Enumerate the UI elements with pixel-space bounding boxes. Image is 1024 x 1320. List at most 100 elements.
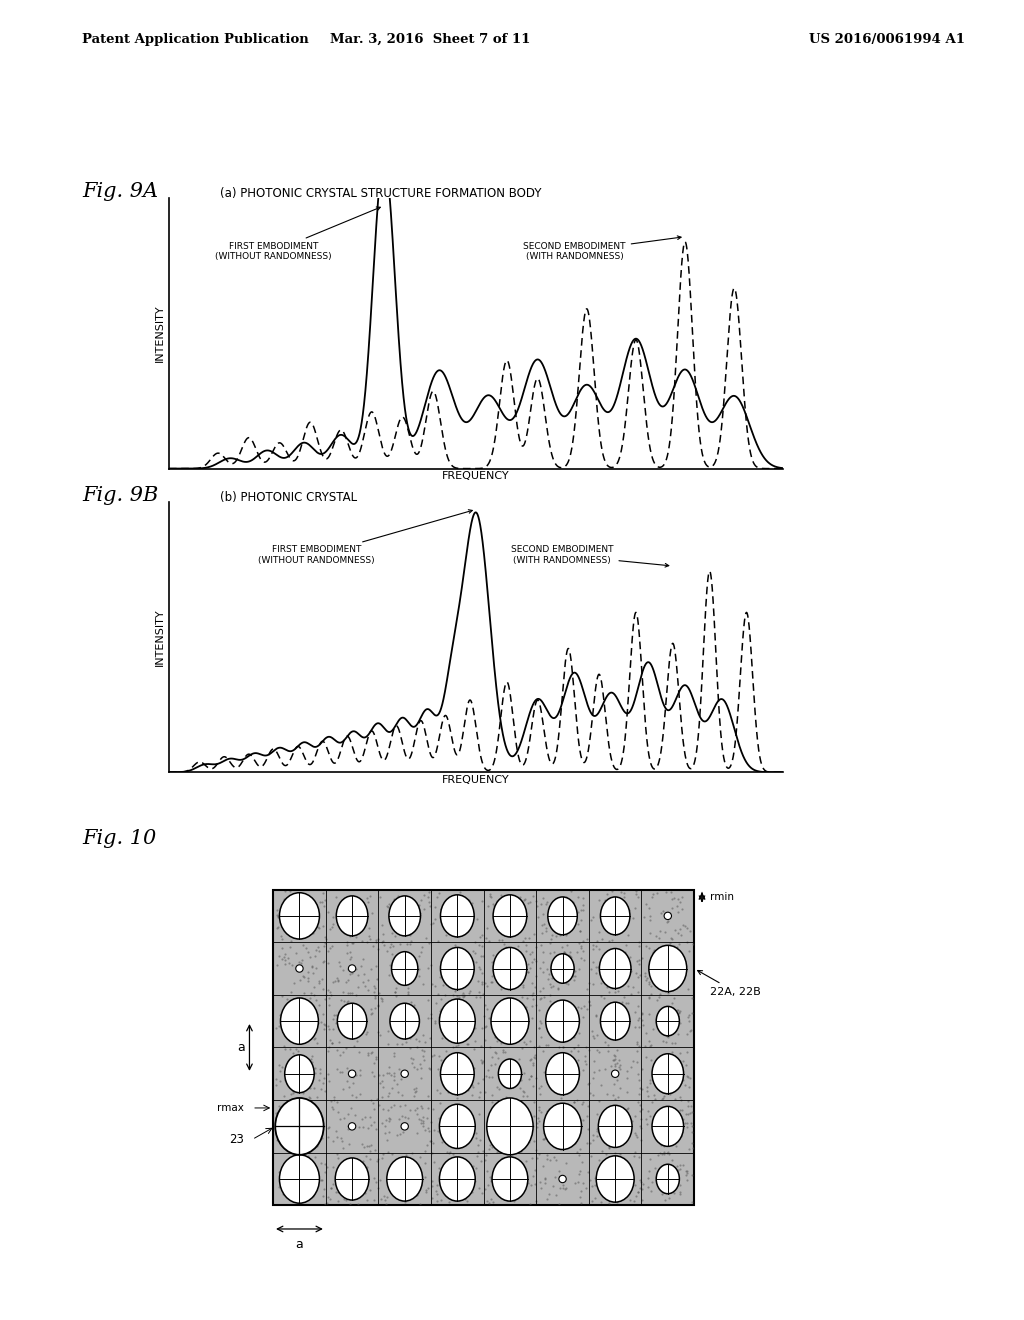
Point (386, 1065, 402, 1086)
Point (527, 1173, 544, 1195)
Point (474, 1051, 490, 1072)
Point (456, 1126, 472, 1147)
Point (527, 890, 544, 911)
Point (455, 957, 471, 978)
Point (451, 1158, 467, 1179)
Point (605, 1049, 622, 1071)
Point (312, 1059, 329, 1080)
Point (532, 1027, 549, 1048)
Point (319, 1041, 336, 1063)
Point (490, 954, 507, 975)
Point (478, 998, 495, 1019)
Point (434, 1027, 451, 1048)
Point (338, 1016, 354, 1038)
Point (643, 949, 659, 970)
Point (683, 1133, 699, 1154)
Point (458, 1123, 474, 1144)
Point (433, 899, 450, 920)
Point (456, 923, 472, 944)
Point (618, 1068, 635, 1089)
Point (409, 915, 425, 936)
Point (316, 1080, 333, 1101)
Point (297, 1073, 313, 1094)
Point (515, 977, 531, 998)
Point (528, 1191, 545, 1212)
Point (334, 1176, 350, 1197)
Point (524, 989, 541, 1010)
Point (509, 919, 525, 940)
Point (578, 1036, 594, 1057)
Point (641, 898, 657, 919)
Point (541, 1098, 557, 1119)
Point (409, 1098, 425, 1119)
Point (290, 1164, 306, 1185)
Point (544, 924, 560, 945)
Point (358, 1023, 375, 1044)
Ellipse shape (596, 1156, 634, 1203)
Point (319, 979, 336, 1001)
Point (348, 1086, 365, 1107)
Point (308, 1104, 325, 1125)
Point (443, 966, 460, 987)
Point (424, 1176, 440, 1197)
Point (412, 1193, 428, 1214)
Point (355, 1117, 372, 1138)
Point (327, 970, 343, 991)
Point (590, 1173, 606, 1195)
Point (561, 1007, 578, 1028)
Point (330, 1143, 346, 1164)
Point (554, 1177, 570, 1199)
Point (346, 1150, 362, 1171)
Point (651, 986, 668, 1007)
Point (527, 950, 544, 972)
Ellipse shape (391, 952, 418, 985)
Point (366, 975, 382, 997)
Point (510, 936, 526, 957)
Point (494, 1063, 510, 1084)
Point (441, 1142, 458, 1163)
Point (454, 985, 470, 1006)
Point (339, 931, 355, 952)
Point (589, 1125, 605, 1146)
Point (288, 942, 304, 964)
Point (305, 1185, 322, 1206)
Point (462, 981, 478, 1002)
Point (367, 1111, 383, 1133)
Point (294, 1172, 310, 1193)
Point (468, 952, 484, 973)
Point (624, 1158, 640, 1179)
Point (329, 1092, 345, 1113)
Point (552, 1131, 568, 1152)
Point (441, 904, 458, 925)
Point (560, 995, 577, 1016)
Point (469, 1146, 485, 1167)
Point (351, 1060, 368, 1081)
Point (368, 1048, 384, 1069)
Point (291, 956, 307, 977)
Point (418, 1181, 434, 1203)
Ellipse shape (281, 998, 318, 1044)
Point (608, 1158, 625, 1179)
Point (548, 925, 564, 946)
Point (673, 1125, 689, 1146)
Point (494, 1090, 510, 1111)
Point (670, 1159, 686, 1180)
Point (557, 1152, 573, 1173)
Point (461, 888, 477, 909)
Point (629, 1040, 645, 1061)
Point (531, 957, 548, 978)
Point (383, 935, 399, 956)
Point (346, 1105, 362, 1126)
Point (596, 1175, 612, 1196)
Point (568, 1007, 585, 1028)
Ellipse shape (490, 998, 528, 1044)
Point (413, 890, 429, 911)
Point (322, 987, 338, 1008)
Point (627, 1105, 643, 1126)
Point (361, 1140, 378, 1162)
Point (493, 1093, 509, 1114)
Point (408, 1159, 424, 1180)
Point (310, 1171, 327, 1192)
Point (489, 1030, 506, 1051)
Point (524, 982, 541, 1003)
